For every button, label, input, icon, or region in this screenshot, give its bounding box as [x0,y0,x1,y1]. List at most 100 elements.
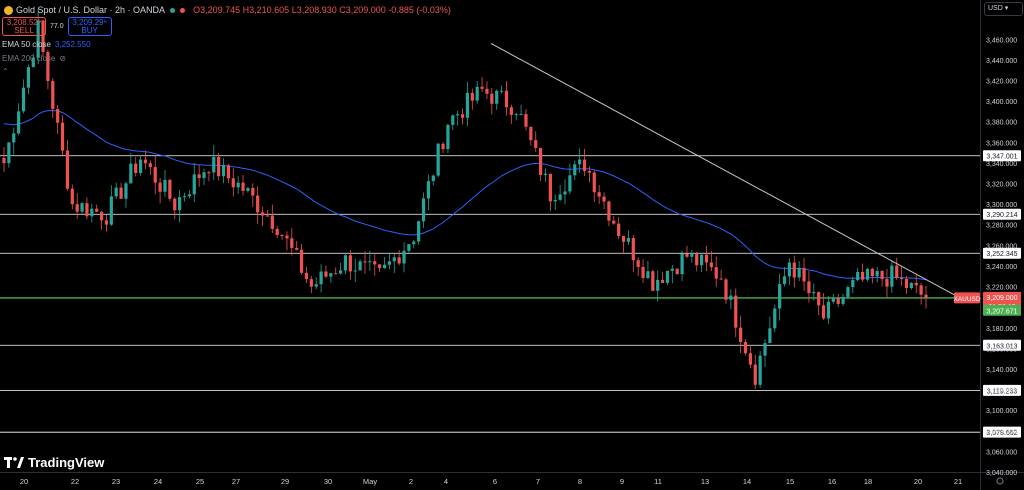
candle-body [529,126,533,141]
candle-body [485,88,489,94]
candle-body [226,165,231,179]
candle-body [846,287,850,297]
time-tick-label: 24 [154,477,162,486]
price-tick-label: 3,220.000 [986,285,1017,292]
candle-body [314,284,318,287]
ohlc-values: O3,209.745 H3,210.605 L3,208.930 C3,209.… [193,5,451,15]
time-tick-label: May [363,477,377,486]
candle-body [739,327,743,342]
candle-body [504,90,509,108]
level-price-tag [983,247,1021,259]
candle-body [758,355,762,385]
candle-body [675,268,679,275]
settings-gear-icon[interactable] [996,477,1004,485]
time-tick-label: 25 [196,477,204,486]
level-price-label: 3,347.001 [986,154,1017,161]
candle-body [519,114,523,116]
sell-button[interactable]: 3,208.52⁹ SELL [2,17,46,36]
candle-body [270,215,274,229]
candle-body [353,270,357,272]
trendline[interactable] [490,42,959,298]
candle-body [382,264,387,269]
level-price-tag [983,150,1021,162]
time-tick-label: 15 [786,477,794,486]
candle-body [773,308,777,329]
buy-label: BUY [81,25,98,35]
ema-price-label: 3,207.671 [986,308,1017,315]
time-tick-label: 6 [493,477,497,486]
candle-body [587,170,591,173]
candle-body [85,203,89,217]
price-tick-label: 3,460.000 [986,37,1017,44]
candle-body [231,178,235,188]
candle-body [104,220,109,225]
time-tick-label: 8 [578,477,582,486]
candle-body [192,174,196,195]
market-status-icon [170,7,176,13]
candle-body [563,191,567,195]
candle-body [553,199,557,202]
time-tick-label: 11 [654,477,662,486]
candle-body [856,272,860,281]
price-tick-label: 3,400.000 [986,99,1017,106]
candle-body [607,201,611,221]
candle-body [241,182,245,191]
current-price-label: 3,209.000 [986,295,1017,302]
time-tick-label: 7 [536,477,540,486]
candle-body [534,140,538,148]
time-axis[interactable]: 20 22 23 24 25 27 29 30 May 2 4 6 7 8 9 11 13 14 15 16 18 20 2… [20,477,1004,486]
price-tick-label: 3,340.000 [986,161,1017,168]
price-tick-label: 3,120.000 [986,388,1017,395]
time-tick-label: 29 [281,477,289,486]
candle-body [75,204,79,212]
time-tick-label: 4 [444,477,448,486]
candle-body [221,165,226,177]
currency-selector[interactable]: USD ▾ [984,2,1023,16]
candle-body [597,192,601,197]
candle-body [656,279,660,291]
candle-body [499,90,504,92]
level-price-label: 3,078.662 [986,430,1017,437]
candle-body [168,179,172,199]
price-tick-label: 3,240.000 [986,264,1017,271]
candle-body [319,271,323,285]
candle-body [217,156,221,177]
candle-body [670,268,674,271]
candle-body [70,188,74,205]
candle-body [836,298,840,304]
change-value: -0.885 (-0.03%) [388,5,451,15]
candle-body [734,295,738,328]
candle-body [134,163,138,173]
buy-button[interactable]: 3,209.29⁹ BUY [67,17,112,36]
candle-body [860,272,865,280]
candle-body [153,167,157,183]
ema200-legend[interactable]: EMA 200 close ⊘ [2,54,66,63]
ema-50-line [3,109,927,281]
collapse-legend-button[interactable]: ⌃ [2,67,9,76]
candle-body [236,182,240,188]
spread-value: 77.0 [50,23,64,30]
candle-body [665,270,670,283]
candle-body [885,279,889,287]
ema50-legend[interactable]: EMA 50 close 3,252.550 [2,40,91,49]
candle-body [80,203,84,212]
ema50-value: 3,252.550 [54,40,91,49]
candle-body [890,265,894,287]
tradingview-logo-icon [4,456,24,468]
close-value: C3,209.000 [339,5,386,15]
eye-hidden-icon[interactable]: ⊘ [59,54,67,63]
time-tick-label: 13 [701,477,709,486]
price-tick-label: 3,160.000 [986,346,1017,353]
candle-body [299,249,304,273]
candle-body [109,196,113,225]
candle-body [280,234,284,236]
support-resistance-levels[interactable]: 3,347.001 3,290.214 3,252.345 3,163.013 3,11… [0,150,1021,438]
price-tick-label: 3,380.000 [986,120,1017,127]
time-tick-label: 2 [409,477,413,486]
candle-body [592,172,596,193]
candle-body [397,257,401,264]
candle-body [714,267,718,279]
symbol-title[interactable]: Gold Spot / U.S. Dollar · 2h · OANDA [16,5,166,15]
